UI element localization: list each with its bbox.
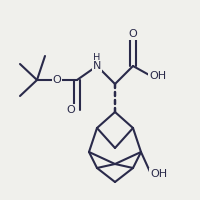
Text: O: O [129,29,137,39]
Text: O: O [67,105,75,115]
Text: N: N [93,61,101,71]
Text: H: H [93,53,101,63]
Text: O: O [53,75,61,85]
Text: OH: OH [149,71,167,81]
Text: OH: OH [150,169,167,179]
